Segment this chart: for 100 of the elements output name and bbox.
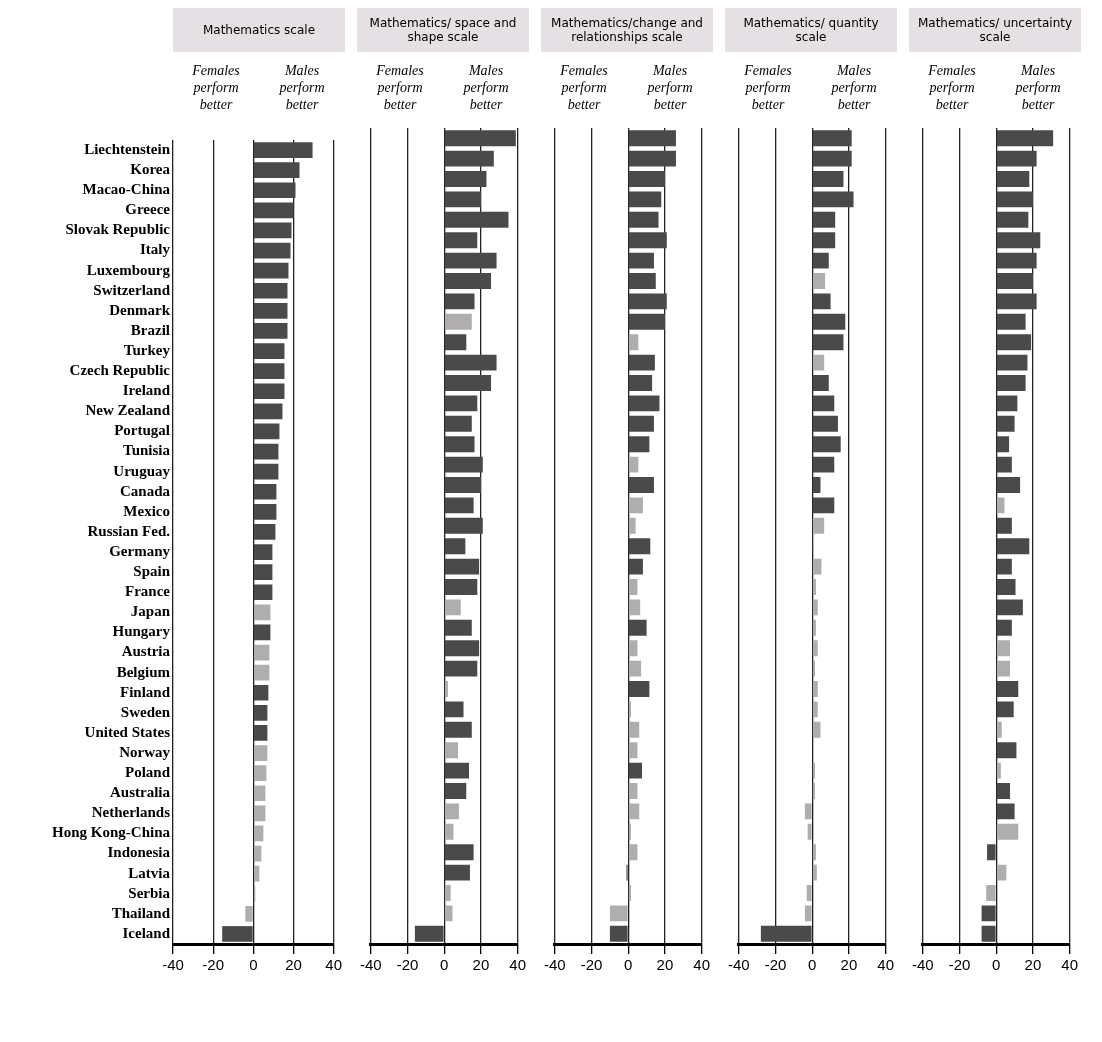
chart-title: Mathematics/ uncertainty scale — [909, 8, 1081, 52]
bar — [812, 436, 841, 453]
x-tick-label: 0 — [624, 956, 633, 974]
bar — [987, 844, 996, 861]
bar — [628, 599, 641, 616]
bar — [444, 681, 448, 697]
bar — [444, 150, 494, 167]
x-tick-label: 40 — [693, 956, 710, 974]
bar — [628, 517, 636, 534]
bar — [444, 579, 478, 595]
bar — [628, 293, 667, 310]
x-tick-label: 40 — [1061, 956, 1078, 974]
x-tick-label: -20 — [202, 956, 225, 974]
bar — [812, 211, 836, 228]
bar — [628, 436, 650, 453]
bar — [807, 823, 812, 840]
x-tick-label: 40 — [325, 956, 342, 974]
x-tick-label: 0 — [440, 956, 449, 974]
bar — [628, 619, 647, 636]
bar — [804, 803, 812, 820]
bar — [996, 130, 1054, 147]
bar — [996, 701, 1014, 718]
bar — [444, 538, 466, 555]
bar — [812, 477, 821, 493]
x-tick-label: 0 — [992, 956, 1001, 974]
bar — [812, 456, 835, 473]
bar — [812, 660, 815, 677]
bar — [628, 844, 638, 861]
x-tick-label: 20 — [285, 956, 302, 974]
bar — [609, 925, 628, 942]
bar — [628, 354, 655, 371]
bar — [812, 783, 815, 799]
bar — [253, 403, 283, 420]
bar — [996, 293, 1037, 310]
x-tick-label: -40 — [162, 956, 184, 974]
x-tick-label: 20 — [840, 956, 858, 974]
bar — [996, 660, 1011, 677]
bar — [253, 584, 273, 601]
y-tick-label: Sweden — [120, 703, 171, 720]
y-tick-label: Netherlands — [91, 804, 171, 821]
bar — [253, 785, 266, 802]
bar — [812, 558, 822, 575]
bar — [628, 660, 642, 677]
bar — [996, 517, 1012, 534]
text: Males perform better — [830, 62, 878, 114]
text: Females perform better — [743, 62, 793, 114]
bar — [628, 415, 654, 432]
x-tick-label: 0 — [808, 956, 817, 974]
y-tick-label: Portugal — [114, 422, 170, 439]
y-tick-label: Spain — [133, 563, 171, 580]
y-tick-label: Korea — [130, 161, 171, 178]
bar — [444, 395, 478, 412]
bar — [253, 564, 273, 580]
bar — [253, 363, 285, 379]
bar — [253, 845, 262, 862]
y-tick-label: Norway — [119, 743, 171, 760]
y-tick-label: France — [125, 583, 171, 600]
bar — [812, 395, 835, 412]
y-tick-label: Ireland — [122, 382, 171, 399]
bar — [812, 130, 852, 147]
bar — [444, 783, 467, 799]
bar — [253, 765, 267, 781]
y-tick-label: Finland — [119, 683, 171, 700]
y-tick-label: Canada — [119, 482, 171, 499]
y-tick-label: Thailand — [111, 904, 171, 921]
bar — [996, 191, 1033, 208]
y-tick-label: Russian Fed. — [87, 522, 171, 539]
x-tick-label: 40 — [509, 956, 526, 974]
text: Males perform better — [462, 62, 510, 114]
bar — [628, 823, 631, 840]
y-tick-label: Italy — [140, 241, 171, 258]
bar — [996, 395, 1018, 412]
bar — [253, 202, 294, 219]
bar — [444, 334, 467, 351]
bar — [253, 544, 273, 560]
bar — [444, 191, 481, 208]
bar — [628, 579, 638, 595]
y-tick-label: Greece — [125, 201, 171, 218]
bar — [812, 701, 818, 718]
text: Males perform better — [278, 62, 326, 114]
bar — [812, 681, 818, 697]
bar — [444, 599, 461, 616]
bar — [996, 579, 1016, 595]
bar — [444, 742, 459, 759]
x-tick-label: -40 — [728, 956, 750, 974]
bar — [986, 885, 996, 901]
bar — [628, 538, 651, 555]
text: Males perform better — [1014, 62, 1062, 114]
bar — [444, 721, 472, 738]
x-tick-label: 0 — [249, 956, 258, 974]
bar — [996, 334, 1032, 351]
bar — [444, 660, 478, 677]
chart-title: Mathematics/change and relationships scale — [541, 8, 713, 52]
bar — [812, 721, 821, 738]
x-tick-label: -20 — [580, 956, 603, 974]
bar — [812, 334, 844, 351]
bar — [444, 293, 475, 310]
bar — [253, 644, 270, 661]
text: Females perform better — [559, 62, 609, 114]
x-tick-label: -20 — [948, 956, 971, 974]
